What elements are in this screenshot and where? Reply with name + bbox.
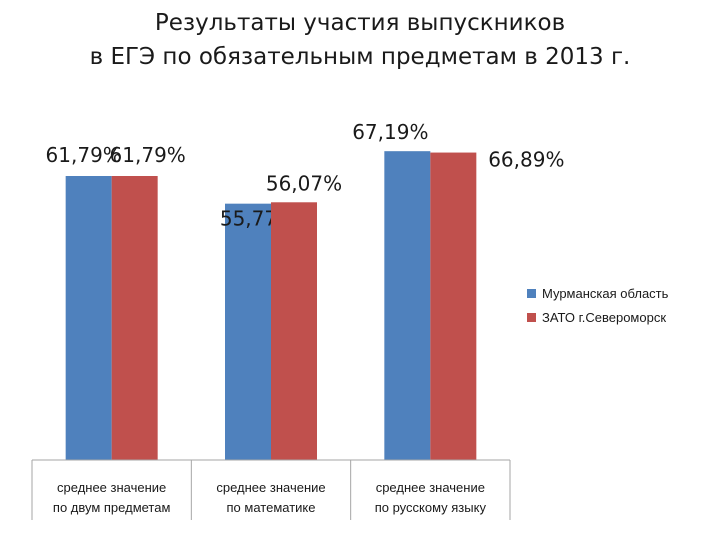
chart-title-line-2: в ЕГЭ по обязательным предметам в 2013 г…	[89, 44, 631, 70]
legend-item-severomorsk: ЗАТО г.Североморск	[527, 307, 668, 327]
data-label-2-1: 61,79%	[110, 143, 186, 167]
bar-1-2	[225, 203, 271, 461]
category-label-2-line-2: по математике	[227, 500, 316, 515]
bar-2-1	[111, 176, 158, 460]
bar-1-1	[65, 176, 112, 460]
category-label-3-line-2: по русскому языку	[375, 500, 487, 515]
legend-label-severomorsk: ЗАТО г.Североморск	[542, 309, 667, 325]
legend-label-murmansk: Мурманская область	[542, 285, 669, 301]
data-label-1-3: 67,19%	[352, 120, 428, 144]
category-label-3-line-1: среднее значение	[376, 480, 485, 495]
legend-swatch-murmansk	[527, 288, 536, 298]
chart-title: Результаты участия выпускников в ЕГЭ по …	[0, 6, 720, 74]
bar-1-3	[384, 151, 431, 460]
category-label-1-line-1: среднее значение	[57, 480, 166, 495]
data-label-1-1: 61,79%	[46, 143, 122, 167]
category-label-2-line-1: среднее значение	[216, 480, 325, 495]
chart-title-line-1: Результаты участия выпускников	[154, 10, 566, 36]
legend-swatch-severomorsk	[527, 312, 536, 322]
category-label-1-line-2: по двум предметам	[53, 500, 171, 515]
data-label-2-3: 66,89%	[488, 148, 564, 172]
legend: Мурманская область ЗАТО г.Североморск	[527, 283, 668, 331]
data-label-2-2: 56,07%	[266, 171, 342, 195]
bar-2-3	[430, 152, 477, 460]
bar-2-2	[271, 202, 317, 460]
legend-item-murmansk: Мурманская область	[527, 283, 668, 303]
